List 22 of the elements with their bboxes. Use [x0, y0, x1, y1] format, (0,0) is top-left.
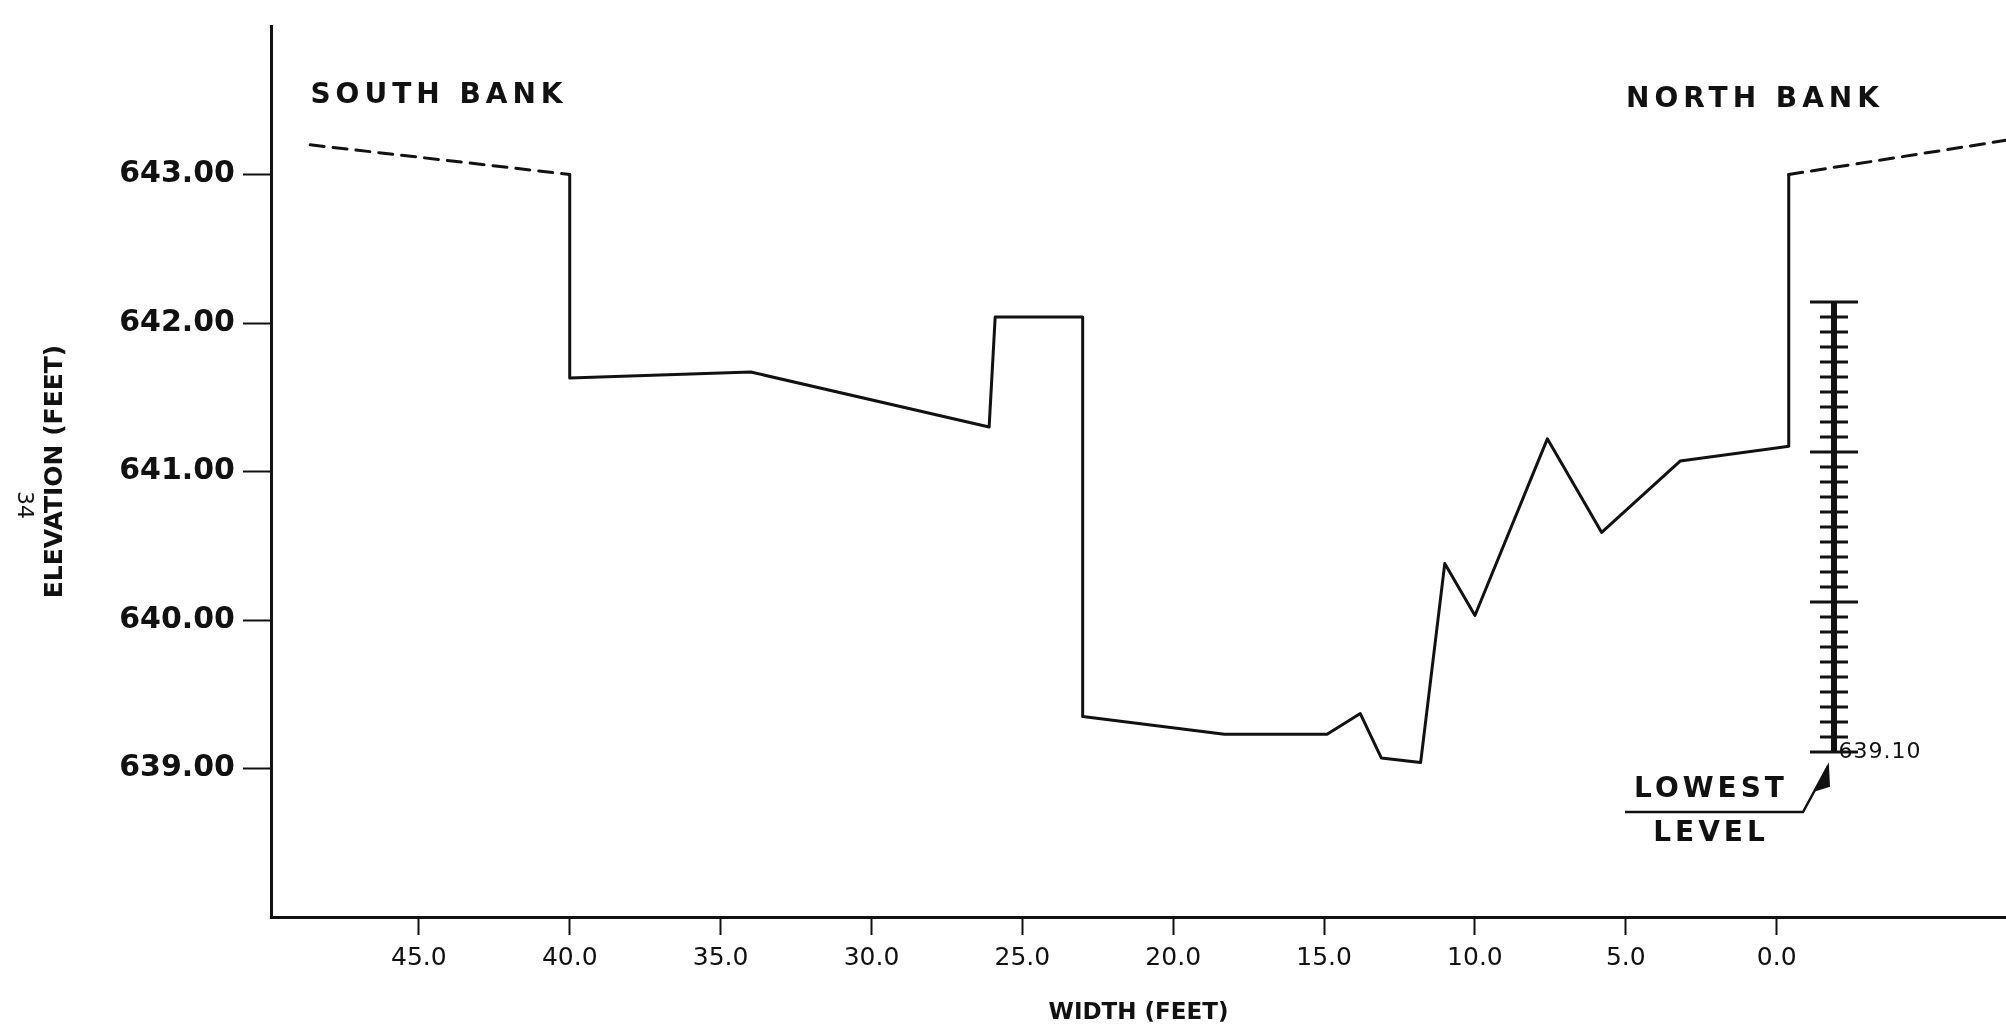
x-tick-label: 40.0 [541, 941, 598, 971]
x-tick-label: 10.0 [1447, 941, 1503, 971]
y-axis-title: ELEVATION (FEET) [38, 344, 68, 599]
x-tick-label: 30.0 [843, 941, 900, 971]
annotation: NORTH BANK [1626, 81, 1884, 115]
y-tick-label: 642.00 [119, 302, 235, 338]
x-tick-label: 25.0 [994, 941, 1051, 971]
x-tick-label: 15.0 [1296, 941, 1352, 971]
annotation: LOWEST LEVEL [1634, 771, 1788, 849]
x-axis-title: WIDTH (FEET) [1048, 998, 1229, 1025]
x-tick-label: 45.0 [391, 941, 447, 971]
annotation: 639.10 [1838, 737, 1922, 763]
y-tick-label: 643.00 [119, 154, 235, 190]
y-tick-label: 641.00 [119, 451, 235, 487]
x-tick-label: 0.0 [1756, 941, 1797, 971]
x-tick-label: 5.0 [1605, 941, 1646, 971]
x-tick-label: 35.0 [692, 941, 749, 971]
text: 34 [13, 491, 39, 519]
y-tick-label: 639.00 [119, 748, 235, 784]
x-tick-label: 20.0 [1145, 941, 1202, 971]
annotation: SOUTH BANK [310, 77, 568, 111]
y-tick-label: 640.00 [119, 599, 235, 635]
